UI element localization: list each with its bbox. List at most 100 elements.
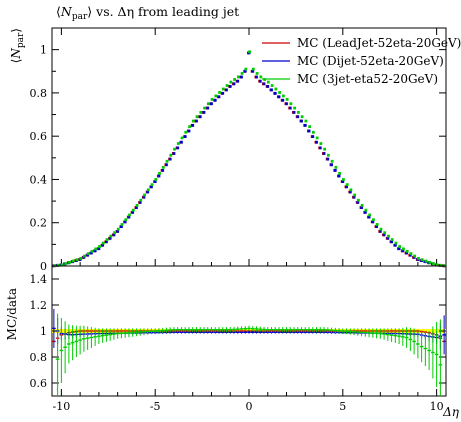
main-point [405, 249, 409, 253]
main-point [408, 253, 412, 257]
main-point [372, 218, 375, 222]
main-point [424, 259, 428, 263]
title-close-bracket: ⟩ [87, 4, 92, 19]
main-point [327, 153, 330, 157]
main-point [173, 147, 176, 151]
main-point [248, 50, 251, 54]
main-point [293, 106, 297, 110]
main-point [337, 174, 341, 178]
main-point [161, 168, 165, 172]
main-point [108, 236, 112, 240]
main-point [353, 193, 357, 197]
main-point [101, 243, 105, 247]
main-point [157, 174, 161, 178]
main-point [318, 146, 322, 150]
ratio-ytick-label: 0.6 [30, 377, 48, 390]
main-point [203, 106, 206, 110]
main-point [176, 146, 180, 150]
main-ytick-label: 0.8 [30, 87, 48, 100]
main-point [303, 123, 307, 127]
main-point [86, 252, 90, 256]
main-point [360, 206, 363, 209]
ratio-ytick-label: 1.4 [30, 273, 48, 286]
ratio-ytick-label: 1.2 [30, 299, 48, 312]
ratio-ytick-label: 1 [40, 325, 47, 338]
main-point [281, 98, 285, 102]
main-point [236, 79, 240, 83]
main-point [319, 142, 323, 145]
main-point [184, 130, 188, 134]
main-point [375, 223, 379, 226]
main-point [90, 251, 93, 255]
main-point [349, 188, 353, 192]
main-point [105, 238, 109, 242]
main-point [229, 80, 233, 84]
main-point [225, 84, 229, 87]
main-point [236, 75, 240, 79]
main-point [251, 67, 255, 71]
main-point [206, 102, 210, 106]
main-point [146, 190, 150, 194]
main-point [123, 220, 127, 224]
main-point [378, 229, 382, 233]
main-point [161, 165, 165, 169]
main-point [387, 234, 390, 238]
main-point [109, 234, 113, 238]
main-point [165, 159, 169, 163]
legend: MC (LeadJet-52eta-20GeV) MC (Dijet-52eta… [262, 36, 461, 86]
main-point [135, 204, 139, 207]
main-point [68, 260, 71, 264]
main-point [262, 82, 266, 86]
ratio-series-2 [55, 313, 443, 396]
main-point [217, 95, 221, 99]
main-point [345, 185, 348, 189]
main-point [322, 152, 326, 155]
main-point [296, 115, 300, 119]
main-point [105, 240, 108, 244]
main-point [128, 213, 131, 217]
title-rest: vs. Δη from leading jet [92, 4, 239, 19]
main-point [259, 75, 263, 79]
main-point [221, 91, 225, 95]
main-point [233, 78, 236, 81]
ratio-panel: 0.6 0.8 1 1.2 1.4 -10 -5 0 5 10 [30, 265, 447, 413]
main-point [127, 215, 131, 219]
main-point [228, 85, 232, 88]
main-point [64, 262, 68, 266]
ratio-xtick-label: -10 [53, 400, 71, 413]
ratio-xtick-label: 10 [430, 400, 444, 413]
main-point [240, 75, 243, 79]
main-point [352, 195, 356, 199]
main-ylabel-sub: par [16, 32, 26, 48]
main-point [390, 240, 393, 244]
main-point [368, 213, 372, 217]
main-point [225, 88, 228, 92]
main-ylabel-symbol: N [9, 48, 23, 60]
main-point [251, 69, 255, 73]
main-ytick-label: 1 [40, 44, 47, 57]
main-point [439, 263, 443, 267]
main-point [150, 183, 154, 187]
main-point [360, 204, 364, 207]
main-point [338, 171, 342, 175]
legend-label-3jet: MC (3jet-eta52-20GeV) [297, 72, 438, 86]
main-point [83, 254, 86, 258]
main-point [417, 257, 420, 260]
main-point [397, 247, 401, 251]
main-panel: 0 0.2 0.4 0.6 0.8 1 [30, 27, 447, 273]
main-point [274, 87, 278, 91]
main-point [191, 123, 195, 127]
main-point [367, 215, 371, 219]
main-point [221, 87, 225, 91]
ratio-ytick-label: 0.8 [30, 351, 48, 364]
main-point [413, 254, 417, 258]
main-point [139, 198, 143, 202]
main-point [142, 195, 146, 199]
main-point [307, 129, 311, 133]
main-point [93, 249, 97, 253]
main-point [348, 190, 352, 194]
main-point [270, 88, 273, 92]
main-point [401, 249, 405, 253]
main-ylabel-close: ⟩ [9, 28, 23, 33]
main-point [266, 80, 270, 84]
